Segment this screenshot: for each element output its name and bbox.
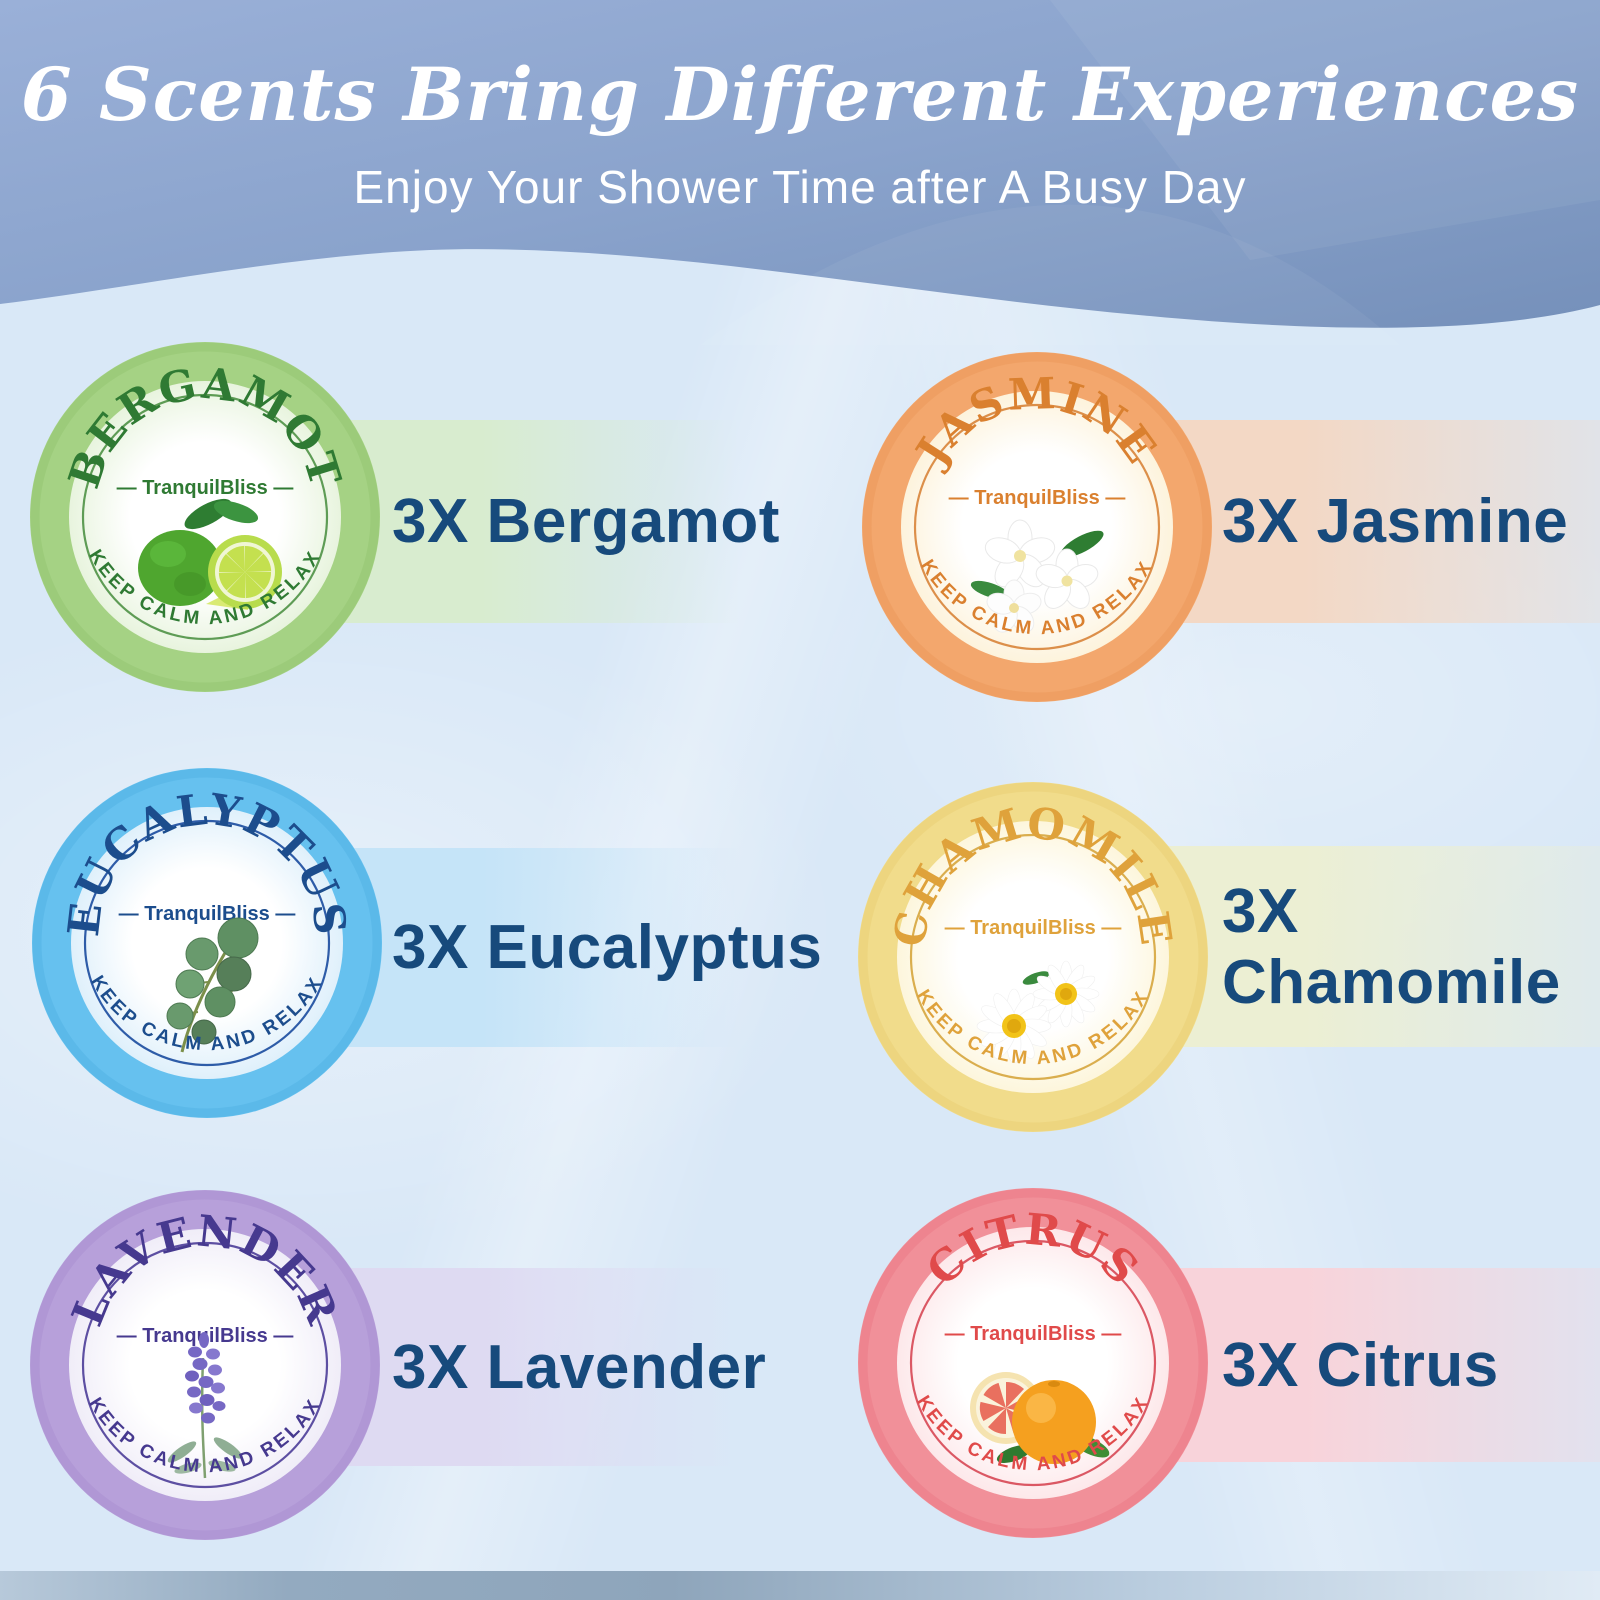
steamer-disc-lavender: LAVENDER — TranquilBliss — (30, 1190, 380, 1540)
page-title: 6 Scents Bring Different Experiences (20, 52, 1580, 138)
svg-text:— TranquilBliss —: — TranquilBliss — (949, 487, 1126, 509)
page-subtitle: Enjoy Your Shower Time after A Busy Day (353, 161, 1247, 213)
scent-count-label-jasmine: 3X Jasmine (1222, 487, 1569, 556)
steamer-disc-jasmine: JASMINE — TranquilBliss — (862, 352, 1212, 702)
svg-text:— TranquilBliss —: — TranquilBliss — (945, 917, 1122, 939)
scent-count-label-chamomile: 3X Chamomile (1222, 876, 1561, 1017)
svg-text:— TranquilBliss —: — TranquilBliss — (117, 477, 294, 499)
scent-count-label-lavender: 3X Lavender (392, 1332, 767, 1402)
citrus-fruit-icon (970, 1372, 1110, 1464)
scent-count-label-eucalyptus: 3X Eucalyptus (392, 913, 823, 982)
svg-text:— TranquilBliss —: — TranquilBliss — (945, 1323, 1122, 1345)
steamer-disc-bergamot: BERGAMOT — TranquilBliss — (30, 342, 380, 692)
scent-count-label-citrus: 3X Citrus (1222, 1330, 1499, 1400)
bottom-water-edge (0, 1571, 1600, 1600)
chamomile-daisy-icon (976, 960, 1100, 1064)
lavender-sprig-icon (167, 1332, 243, 1479)
steamer-disc-eucalyptus: EUCALYPTUS — TranquilBliss — KEEP CALM A… (32, 768, 382, 1118)
header-wave-banner (0, 0, 1600, 345)
steamer-disc-citrus: CITRUS — TranquilBliss — (858, 1188, 1208, 1538)
bergamot-fruit-icon (138, 498, 282, 610)
scent-count-label-bergamot: 3X Bergamot (392, 487, 780, 556)
jasmine-flower-icon (970, 519, 1104, 633)
svg-text:— TranquilBliss —: — TranquilBliss — (119, 903, 296, 925)
eucalyptus-leaves-icon (166, 917, 259, 1053)
steamer-disc-chamomile: CHAMOMILE — TranquilBliss — (858, 782, 1208, 1132)
